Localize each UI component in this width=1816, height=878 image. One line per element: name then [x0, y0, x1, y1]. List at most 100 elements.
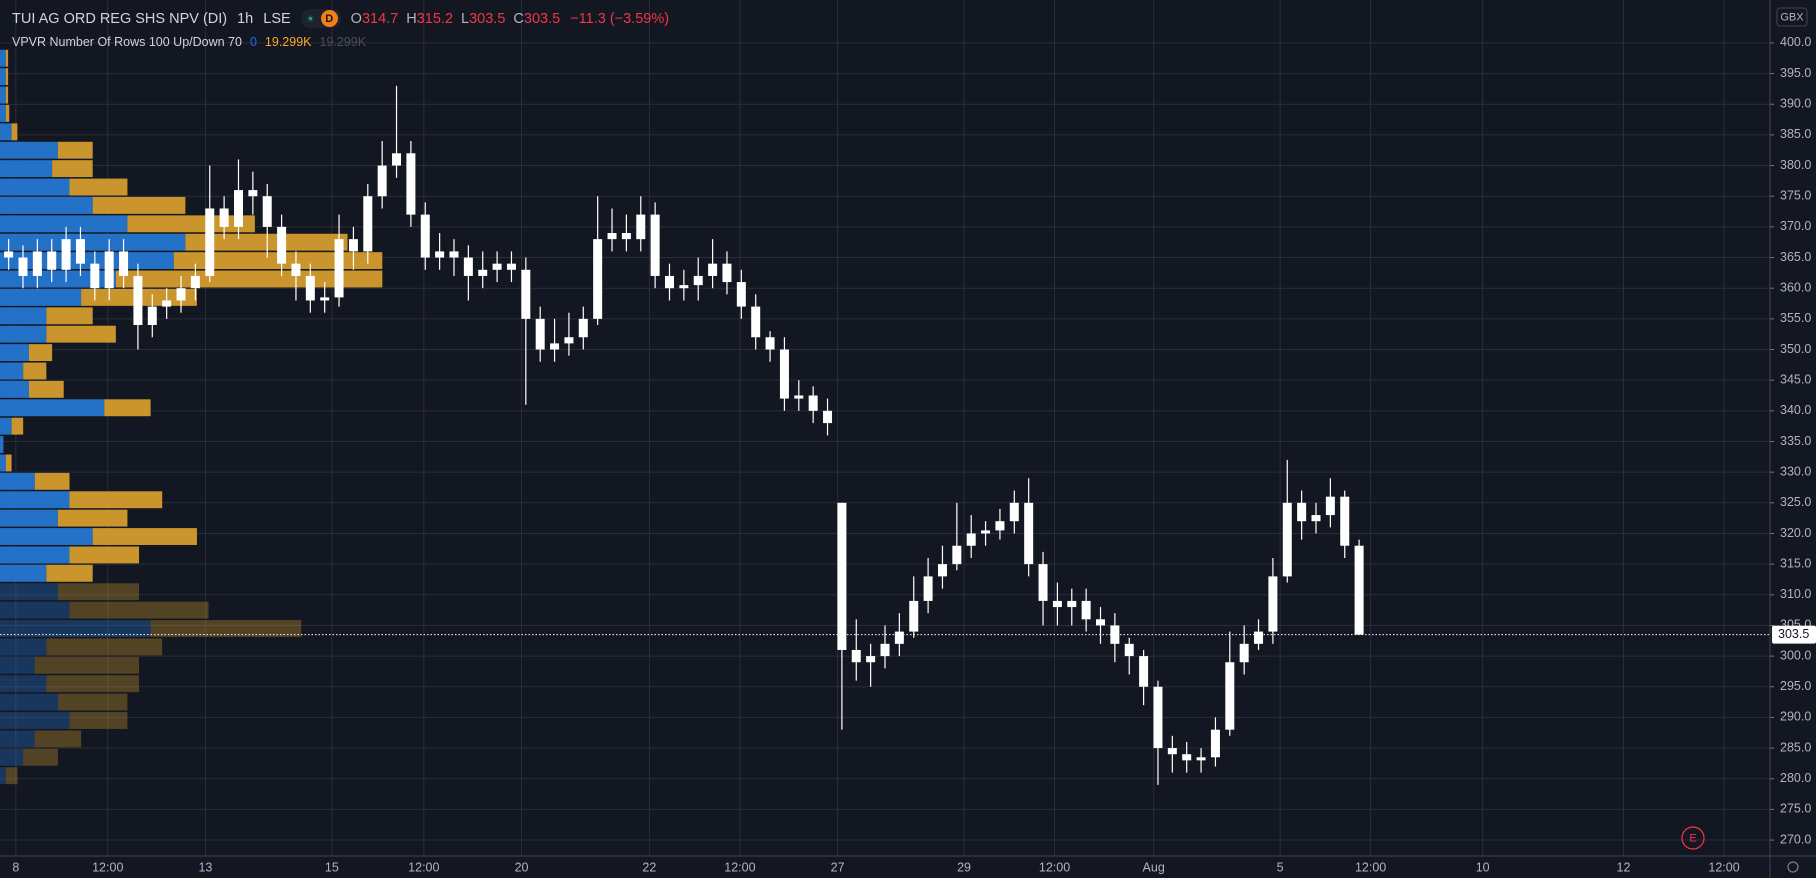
profile-up	[0, 270, 116, 288]
profile-down	[69, 601, 209, 619]
profile-down	[69, 491, 163, 509]
candle-body	[894, 631, 904, 644]
profile-up	[0, 730, 35, 748]
candle-body	[363, 196, 373, 252]
candle-body	[837, 502, 847, 650]
indicator-value: 19.299K	[264, 35, 312, 49]
profile-up	[0, 509, 58, 527]
y-tick-label: 355.0	[1780, 311, 1811, 325]
profile-up	[0, 380, 29, 398]
settings-icon[interactable]	[1787, 861, 1799, 873]
candle-body	[1254, 631, 1264, 644]
profile-up	[0, 656, 35, 674]
profile-down	[69, 546, 140, 564]
profile-up	[0, 215, 128, 233]
y-tick-label: 400.0	[1780, 35, 1811, 49]
indicator[interactable]: VPVR Number Of Rows 100 Up/Down 70	[12, 35, 242, 49]
interval[interactable]: 1h	[237, 10, 254, 27]
x-tick-label: 12:00	[1355, 860, 1386, 874]
profile-up	[0, 196, 93, 214]
candle-body	[506, 263, 516, 270]
profile-down	[185, 233, 348, 251]
indicator-row: VPVR Number Of Rows 100 Up/Down 70 0 19.…	[12, 35, 366, 49]
ohlc-key: L	[461, 10, 470, 27]
profile-up	[0, 712, 70, 729]
ohlc-value: 303.5	[523, 10, 561, 27]
market-status	[303, 12, 317, 25]
y-tick-label: 315.0	[1780, 556, 1811, 570]
candle-body	[636, 214, 646, 240]
y-tick-label: 325.0	[1780, 495, 1811, 509]
candle-body	[147, 306, 157, 325]
candle-body	[808, 395, 818, 411]
profile-up	[0, 123, 12, 141]
profile-up	[0, 564, 47, 582]
profile-up	[0, 68, 6, 86]
candle-body	[736, 282, 746, 307]
profile-down	[46, 638, 163, 656]
ohlc-value: 314.7	[361, 10, 399, 27]
candle-body	[578, 318, 588, 338]
candle-body	[320, 297, 330, 301]
profile-up	[0, 49, 6, 67]
candle-body	[952, 545, 962, 565]
profile-down	[34, 656, 140, 674]
x-tick-label: 13	[198, 860, 212, 874]
profile-up	[0, 104, 6, 122]
profile-up	[0, 252, 174, 270]
candle-body	[190, 275, 200, 289]
candle-body	[679, 285, 689, 289]
candle-body	[1225, 662, 1235, 730]
x-tick-label: 10	[1476, 860, 1490, 874]
profile-up	[0, 141, 58, 159]
candle-body	[133, 275, 143, 325]
y-tick-label: 375.0	[1780, 189, 1811, 203]
profile-down	[34, 730, 82, 748]
change: −11.3 (−3.59%)	[570, 10, 670, 27]
candle-body	[1210, 729, 1220, 758]
candle-body	[1325, 496, 1335, 516]
x-tick-label: 29	[957, 860, 971, 874]
candle-body	[162, 300, 172, 307]
candle-body	[463, 257, 473, 276]
profile-up	[0, 454, 6, 472]
x-tick-label: 22	[642, 860, 656, 874]
profile-down	[57, 509, 128, 527]
candle-body	[334, 239, 344, 298]
profile-down	[5, 68, 9, 86]
profile-down	[92, 196, 186, 214]
profile-down	[92, 528, 197, 545]
ohlc-key: O	[350, 10, 362, 27]
y-tick-label: 270.0	[1780, 832, 1811, 846]
profile-up	[0, 399, 105, 417]
candle-body	[233, 190, 243, 227]
candle-body	[1067, 600, 1077, 608]
profile-down	[104, 399, 151, 417]
y-tick-label: 365.0	[1780, 250, 1811, 264]
profile-down	[11, 123, 18, 141]
y-tick-label: 360.0	[1780, 280, 1811, 294]
candle-body	[435, 251, 445, 258]
profile-up	[0, 325, 47, 343]
candle-body	[937, 564, 947, 577]
y-tick-label: 345.0	[1780, 372, 1811, 386]
candle-body	[765, 337, 775, 350]
status-icons: D	[300, 9, 341, 28]
ohlc-item: H315.2	[406, 11, 453, 27]
candle-body	[1297, 502, 1307, 522]
profile-up	[0, 417, 12, 435]
profile-down	[23, 748, 58, 766]
y-tick-label: 385.0	[1780, 127, 1811, 141]
profile-down	[5, 86, 9, 104]
delay-badge: D	[320, 10, 338, 27]
candle-body	[75, 239, 85, 264]
candle-body	[478, 269, 488, 276]
profile-up	[0, 178, 70, 196]
candle-body	[32, 251, 42, 276]
profile-up	[0, 307, 47, 325]
candle-body	[1024, 502, 1034, 565]
candle-body	[1038, 564, 1048, 601]
x-tick-label: 12:00	[1708, 860, 1739, 874]
exchange: LSE	[263, 10, 291, 27]
